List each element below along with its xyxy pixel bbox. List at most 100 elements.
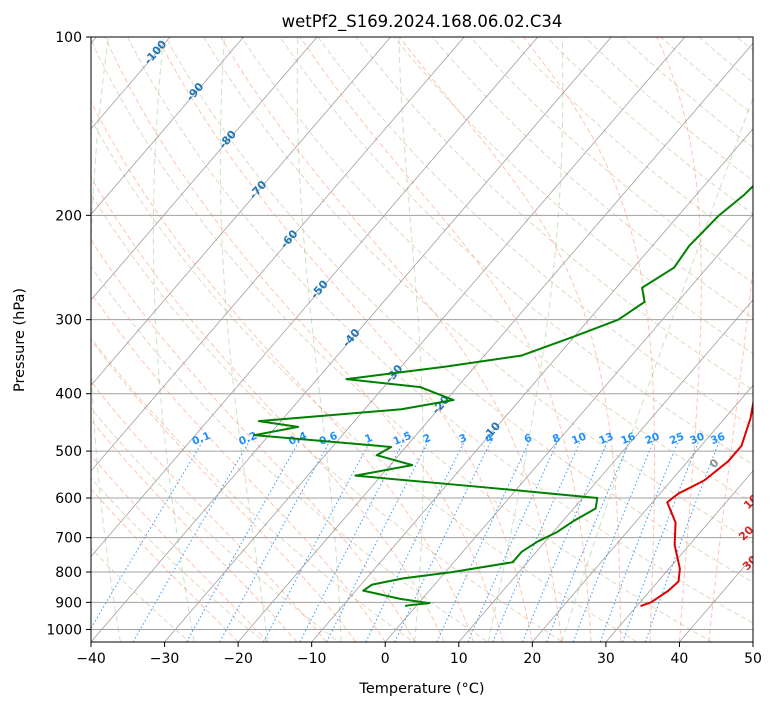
reference-curve <box>152 37 195 642</box>
mixing-ratio-label: 4 <box>484 432 495 446</box>
mixing-ratio-label: 25 <box>668 431 686 448</box>
x-tick-label: −40 <box>76 651 106 667</box>
moist-adiabat <box>91 380 327 642</box>
x-tick-label: 0 <box>381 651 390 667</box>
mixing-ratio-label: 10 <box>570 431 588 448</box>
x-tick-label: 20 <box>523 651 541 667</box>
chart-title: wetPf2_S169.2024.168.06.02.C34 <box>282 12 563 32</box>
dry-adiabat <box>91 193 564 642</box>
mixing-ratio-label: 16 <box>619 431 637 448</box>
isotherm <box>384 213 753 642</box>
moist-adiabat <box>91 419 298 642</box>
dry-adiabat <box>355 37 753 391</box>
isotherm <box>91 37 539 558</box>
dry-adiabat <box>393 37 753 355</box>
mixing-ratio-line <box>492 440 582 642</box>
y-tick-label: 300 <box>55 313 82 329</box>
mixing-ratio-line <box>326 440 430 642</box>
isotherm <box>605 470 753 642</box>
moist-adiabat <box>399 37 622 642</box>
mixing-ratio-label: 0.2 <box>237 430 259 448</box>
dry-adiabat <box>241 37 753 504</box>
dewpoint-profile <box>253 184 753 608</box>
mixing-ratio-line <box>622 440 700 642</box>
mixing-ratio-line <box>522 440 609 642</box>
moist-adiabat-label: 10 <box>741 492 761 512</box>
mixing-ratio-label: 6 <box>522 432 533 446</box>
mixing-ratio-label: 2 <box>421 432 432 446</box>
dry-adiabat <box>91 39 713 642</box>
moist-adiabat <box>523 37 656 642</box>
dry-adiabat <box>165 37 753 583</box>
isotherm <box>458 299 753 642</box>
mixing-ratio-line <box>219 440 331 642</box>
mixing-ratio-label: 0.1 <box>190 430 212 448</box>
reference-curve <box>219 37 269 642</box>
moist-adiabat-label: 40 <box>753 581 773 601</box>
reference-curve <box>296 37 342 642</box>
dry-adiabat <box>736 37 753 51</box>
y-tick-label: 200 <box>55 208 82 224</box>
moist-adiabat <box>708 263 753 642</box>
x-tick-label: 50 <box>744 651 762 667</box>
profile-lines <box>253 184 753 608</box>
mixing-ratio-label: 3 <box>457 432 468 446</box>
mixing-ratio-line <box>263 440 371 642</box>
dry-adiabat <box>126 37 753 624</box>
x-tick-label: 30 <box>597 651 615 667</box>
isotherm <box>532 384 753 642</box>
moist-adiabat <box>220 37 563 642</box>
reference-curve <box>398 37 424 642</box>
y-tick-label: 800 <box>55 565 82 581</box>
y-axis-label: Pressure (hPa) <box>12 288 28 392</box>
mixing-ratio-line <box>186 440 300 642</box>
mixing-ratio-line <box>365 440 466 642</box>
isotherm <box>91 37 244 215</box>
mixing-ratio-label: 1 <box>363 432 374 446</box>
dry-adiabat <box>469 37 753 284</box>
dry-adiabat <box>91 407 340 642</box>
y-tick-label: 400 <box>55 387 82 403</box>
moist-adiabat <box>91 488 239 642</box>
temperature-profile <box>640 398 753 607</box>
y-tick-label: 500 <box>55 444 82 460</box>
reference-lines <box>91 37 753 642</box>
x-tick-label: −10 <box>297 651 327 667</box>
mixing-ratio-line <box>436 440 531 642</box>
y-tick-label: 900 <box>55 595 82 611</box>
dry-adiabat <box>279 37 753 466</box>
moist-adiabat-label: 30 <box>740 553 760 573</box>
plot-frame <box>90 36 754 643</box>
dry-adiabat <box>698 37 753 83</box>
x-tick-label: −20 <box>223 651 253 667</box>
dry-adiabat <box>317 37 753 428</box>
isotherm <box>91 37 612 642</box>
dry-adiabat <box>91 336 415 642</box>
reference-curve <box>561 96 753 642</box>
dry-adiabat <box>91 265 489 642</box>
mixing-ratio-label: 30 <box>688 431 706 448</box>
x-axis-label: Temperature (°C) <box>358 681 484 697</box>
isotherm <box>752 641 753 642</box>
dry-adiabat <box>91 477 266 642</box>
y-tick-label: 600 <box>55 491 82 507</box>
dry-adiabat <box>545 37 753 215</box>
x-tick-label: 40 <box>671 651 689 667</box>
moist-adiabat <box>91 176 445 642</box>
y-tick-label: 700 <box>55 531 82 547</box>
moist-adiabat <box>656 37 702 642</box>
mixing-ratio-line <box>644 440 720 642</box>
dry-adiabat <box>660 37 753 116</box>
mixing-ratio-line <box>572 440 655 642</box>
mixing-ratio-label: 36 <box>709 431 727 448</box>
moist-adiabat <box>299 37 592 642</box>
mixing-ratio-line <box>132 440 251 642</box>
isotherm <box>164 37 686 642</box>
dry-adiabat <box>203 37 753 543</box>
mixing-ratio-label: 13 <box>597 431 615 448</box>
isotherm <box>91 37 465 472</box>
mixing-ratio-label: 8 <box>551 432 562 446</box>
moist-adiabat <box>91 454 268 642</box>
y-tick-label: 1000 <box>46 622 82 638</box>
